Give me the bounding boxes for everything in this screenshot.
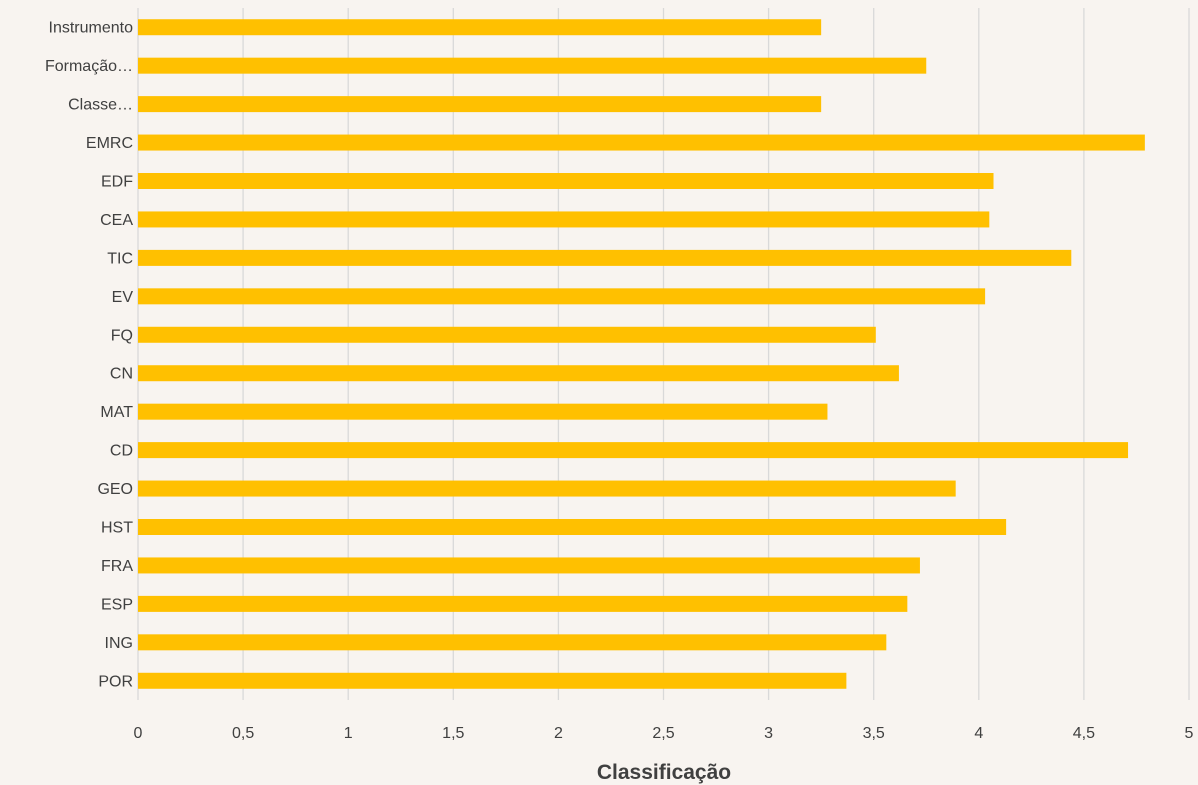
bar-instrumento: [138, 19, 822, 36]
x-tick-label: 4,5: [1073, 725, 1095, 742]
x-axis-title: Classificação: [597, 761, 731, 784]
bar-cd: [138, 442, 1129, 459]
x-tick-label: 1,5: [442, 725, 464, 742]
bar-geo: [138, 480, 956, 497]
bar-mat: [138, 403, 828, 420]
gridlines: [137, 8, 1190, 700]
category-label: ING: [105, 635, 133, 652]
bar-emrc: [138, 134, 1145, 151]
bar-edf: [138, 173, 994, 189]
category-label: CEA: [100, 212, 133, 229]
bar-por: [138, 672, 847, 689]
bar-classe: [138, 96, 822, 113]
category-label: CN: [110, 366, 133, 383]
x-tick-label: 0,5: [232, 725, 254, 742]
category-label: Classe…: [68, 97, 133, 114]
category-label: POR: [98, 673, 133, 690]
bar-cea: [138, 211, 990, 228]
category-label: ESP: [101, 596, 133, 613]
x-tick-labels: 0 0,5 1 1,5 2 2,5 3 3,5 4 4,5 5: [134, 725, 1194, 742]
category-label: EMRC: [86, 135, 133, 152]
category-label: HST: [101, 520, 133, 537]
category-label: TIC: [107, 250, 133, 267]
bar-ev: [138, 288, 986, 305]
bar-tic: [138, 249, 1072, 266]
bar-ing: [138, 634, 887, 651]
category-label: FQ: [111, 327, 133, 344]
category-labels: POR ING ESP FRA HST GEO CD MAT CN FQ EV TIC CEA EDF EM…: [45, 20, 133, 691]
bar-cn: [138, 365, 899, 382]
category-label: FRA: [101, 558, 133, 575]
x-tick-label: 3: [764, 725, 773, 742]
x-tick-label: 2: [554, 725, 563, 742]
category-label: Instrumento: [49, 20, 134, 37]
x-tick-label: 0: [134, 725, 143, 742]
x-tick-label: 5: [1185, 725, 1194, 742]
x-tick-label: 2,5: [652, 725, 674, 742]
bar-hst: [138, 519, 1007, 535]
category-label: EV: [112, 289, 134, 306]
category-label: Formação…: [45, 58, 133, 75]
x-tick-label: 1: [344, 725, 353, 742]
bar-formao: [138, 57, 927, 74]
x-tick-label: 3,5: [863, 725, 885, 742]
category-label: MAT: [100, 404, 133, 421]
bar-fra: [138, 557, 920, 574]
bar-esp: [138, 595, 908, 612]
bar-fq: [138, 326, 876, 343]
bars: [138, 19, 1145, 689]
category-label: CD: [110, 443, 133, 460]
category-label: GEO: [97, 481, 133, 498]
x-tick-label: 4: [974, 725, 983, 742]
category-label: EDF: [101, 174, 133, 191]
